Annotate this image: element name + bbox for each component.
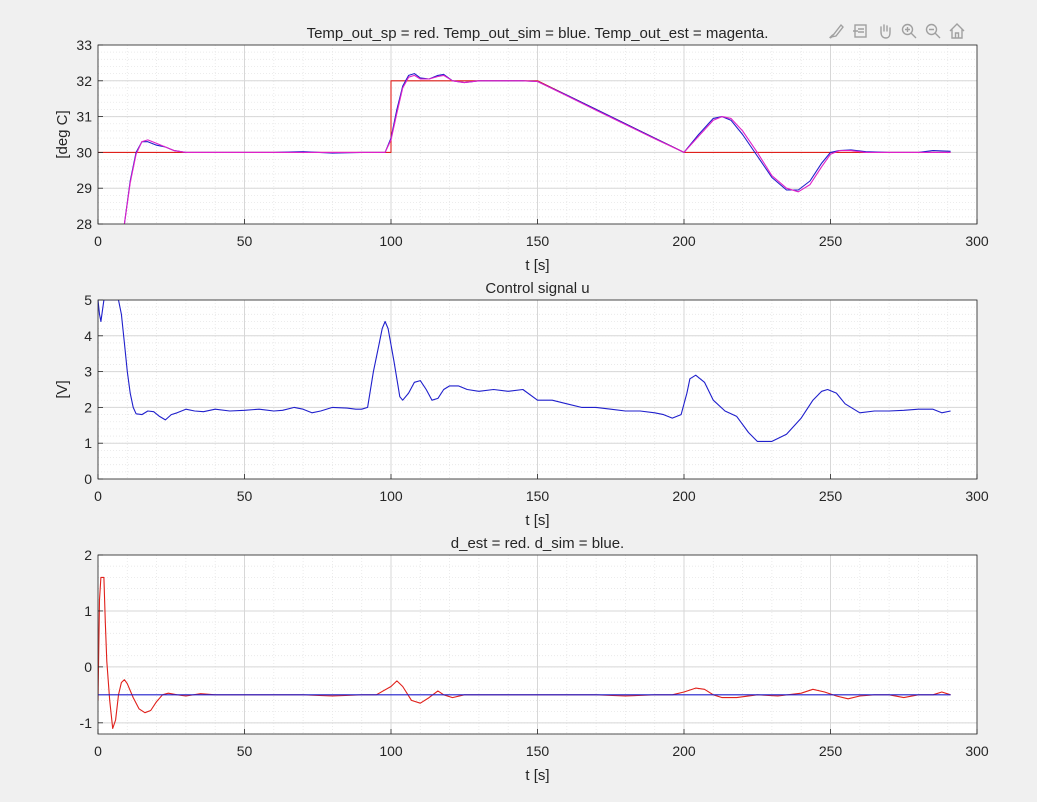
x-axis-label: t [s] [525, 767, 549, 784]
y-tick-label: 28 [76, 216, 92, 232]
y-tick-label: 32 [76, 73, 92, 89]
series-group [98, 73, 951, 224]
chart-title: Control signal u [485, 280, 589, 297]
y-tick-label: 33 [76, 37, 92, 53]
y-tick-label: 1 [84, 435, 92, 451]
pan-icon[interactable] [874, 20, 896, 42]
series-group [98, 576, 951, 729]
x-tick-label: 200 [672, 233, 696, 249]
x-tick-label: 100 [379, 488, 403, 504]
chart-title: Temp_out_sp = red. Temp_out_sim = blue. … [307, 25, 769, 42]
y-tick-label: 30 [76, 144, 92, 160]
y-tick-label: 29 [76, 180, 92, 196]
chart-2: 0 50 100 150 200 250 300 0 1 2 3 4 5 Control signal u… [54, 280, 989, 529]
series-line-magenta [123, 74, 951, 224]
x-tick-label: 0 [94, 233, 102, 249]
series-line-red [98, 576, 951, 729]
x-tick-label: 300 [965, 743, 989, 759]
x-tick-label: 150 [526, 488, 550, 504]
export-icon[interactable] [850, 20, 872, 42]
zoom-in-icon[interactable] [898, 20, 920, 42]
axes-toolbar [826, 19, 980, 43]
x-tick-label: 200 [672, 488, 696, 504]
x-tick-label: 0 [94, 743, 102, 759]
series-group [98, 300, 951, 442]
y-axis-label: [V] [54, 380, 71, 398]
x-tick-label: 150 [526, 233, 550, 249]
y-tick-label: 31 [76, 109, 92, 125]
y-tick-label: 0 [84, 659, 92, 675]
zoom-out-icon[interactable] [922, 20, 944, 42]
x-tick-label: 50 [237, 743, 253, 759]
home-icon[interactable] [946, 20, 968, 42]
chart-title: d_est = red. d_sim = blue. [451, 535, 624, 552]
x-axis-label: t [s] [525, 512, 549, 529]
x-tick-label: 300 [965, 233, 989, 249]
y-tick-label: 1 [84, 603, 92, 619]
y-tick-label: 4 [84, 328, 92, 344]
x-tick-label: 250 [819, 233, 843, 249]
x-tick-label: 250 [819, 743, 843, 759]
x-tick-label: 50 [237, 488, 253, 504]
x-tick-label: 50 [237, 233, 253, 249]
x-tick-label: 100 [379, 743, 403, 759]
y-axis-label: [deg C] [54, 110, 71, 158]
x-tick-label: 150 [526, 743, 550, 759]
y-tick-label: -1 [80, 715, 93, 731]
y-tick-label: 3 [84, 364, 92, 380]
x-tick-label: 200 [672, 743, 696, 759]
series-line-blue [98, 300, 951, 442]
x-axis-label: t [s] [525, 257, 549, 274]
x-tick-label: 100 [379, 233, 403, 249]
y-tick-label: 2 [84, 547, 92, 563]
brush-icon[interactable] [826, 20, 848, 42]
x-tick-label: 250 [819, 488, 843, 504]
chart-1: 0 50 100 150 200 250 300 28 29 30 31 32 33 Temp_out_s… [54, 25, 989, 274]
x-tick-label: 300 [965, 488, 989, 504]
y-tick-label: 2 [84, 399, 92, 415]
y-tick-label: 0 [84, 471, 92, 487]
x-tick-label: 0 [94, 488, 102, 504]
y-tick-label: 5 [84, 292, 92, 308]
